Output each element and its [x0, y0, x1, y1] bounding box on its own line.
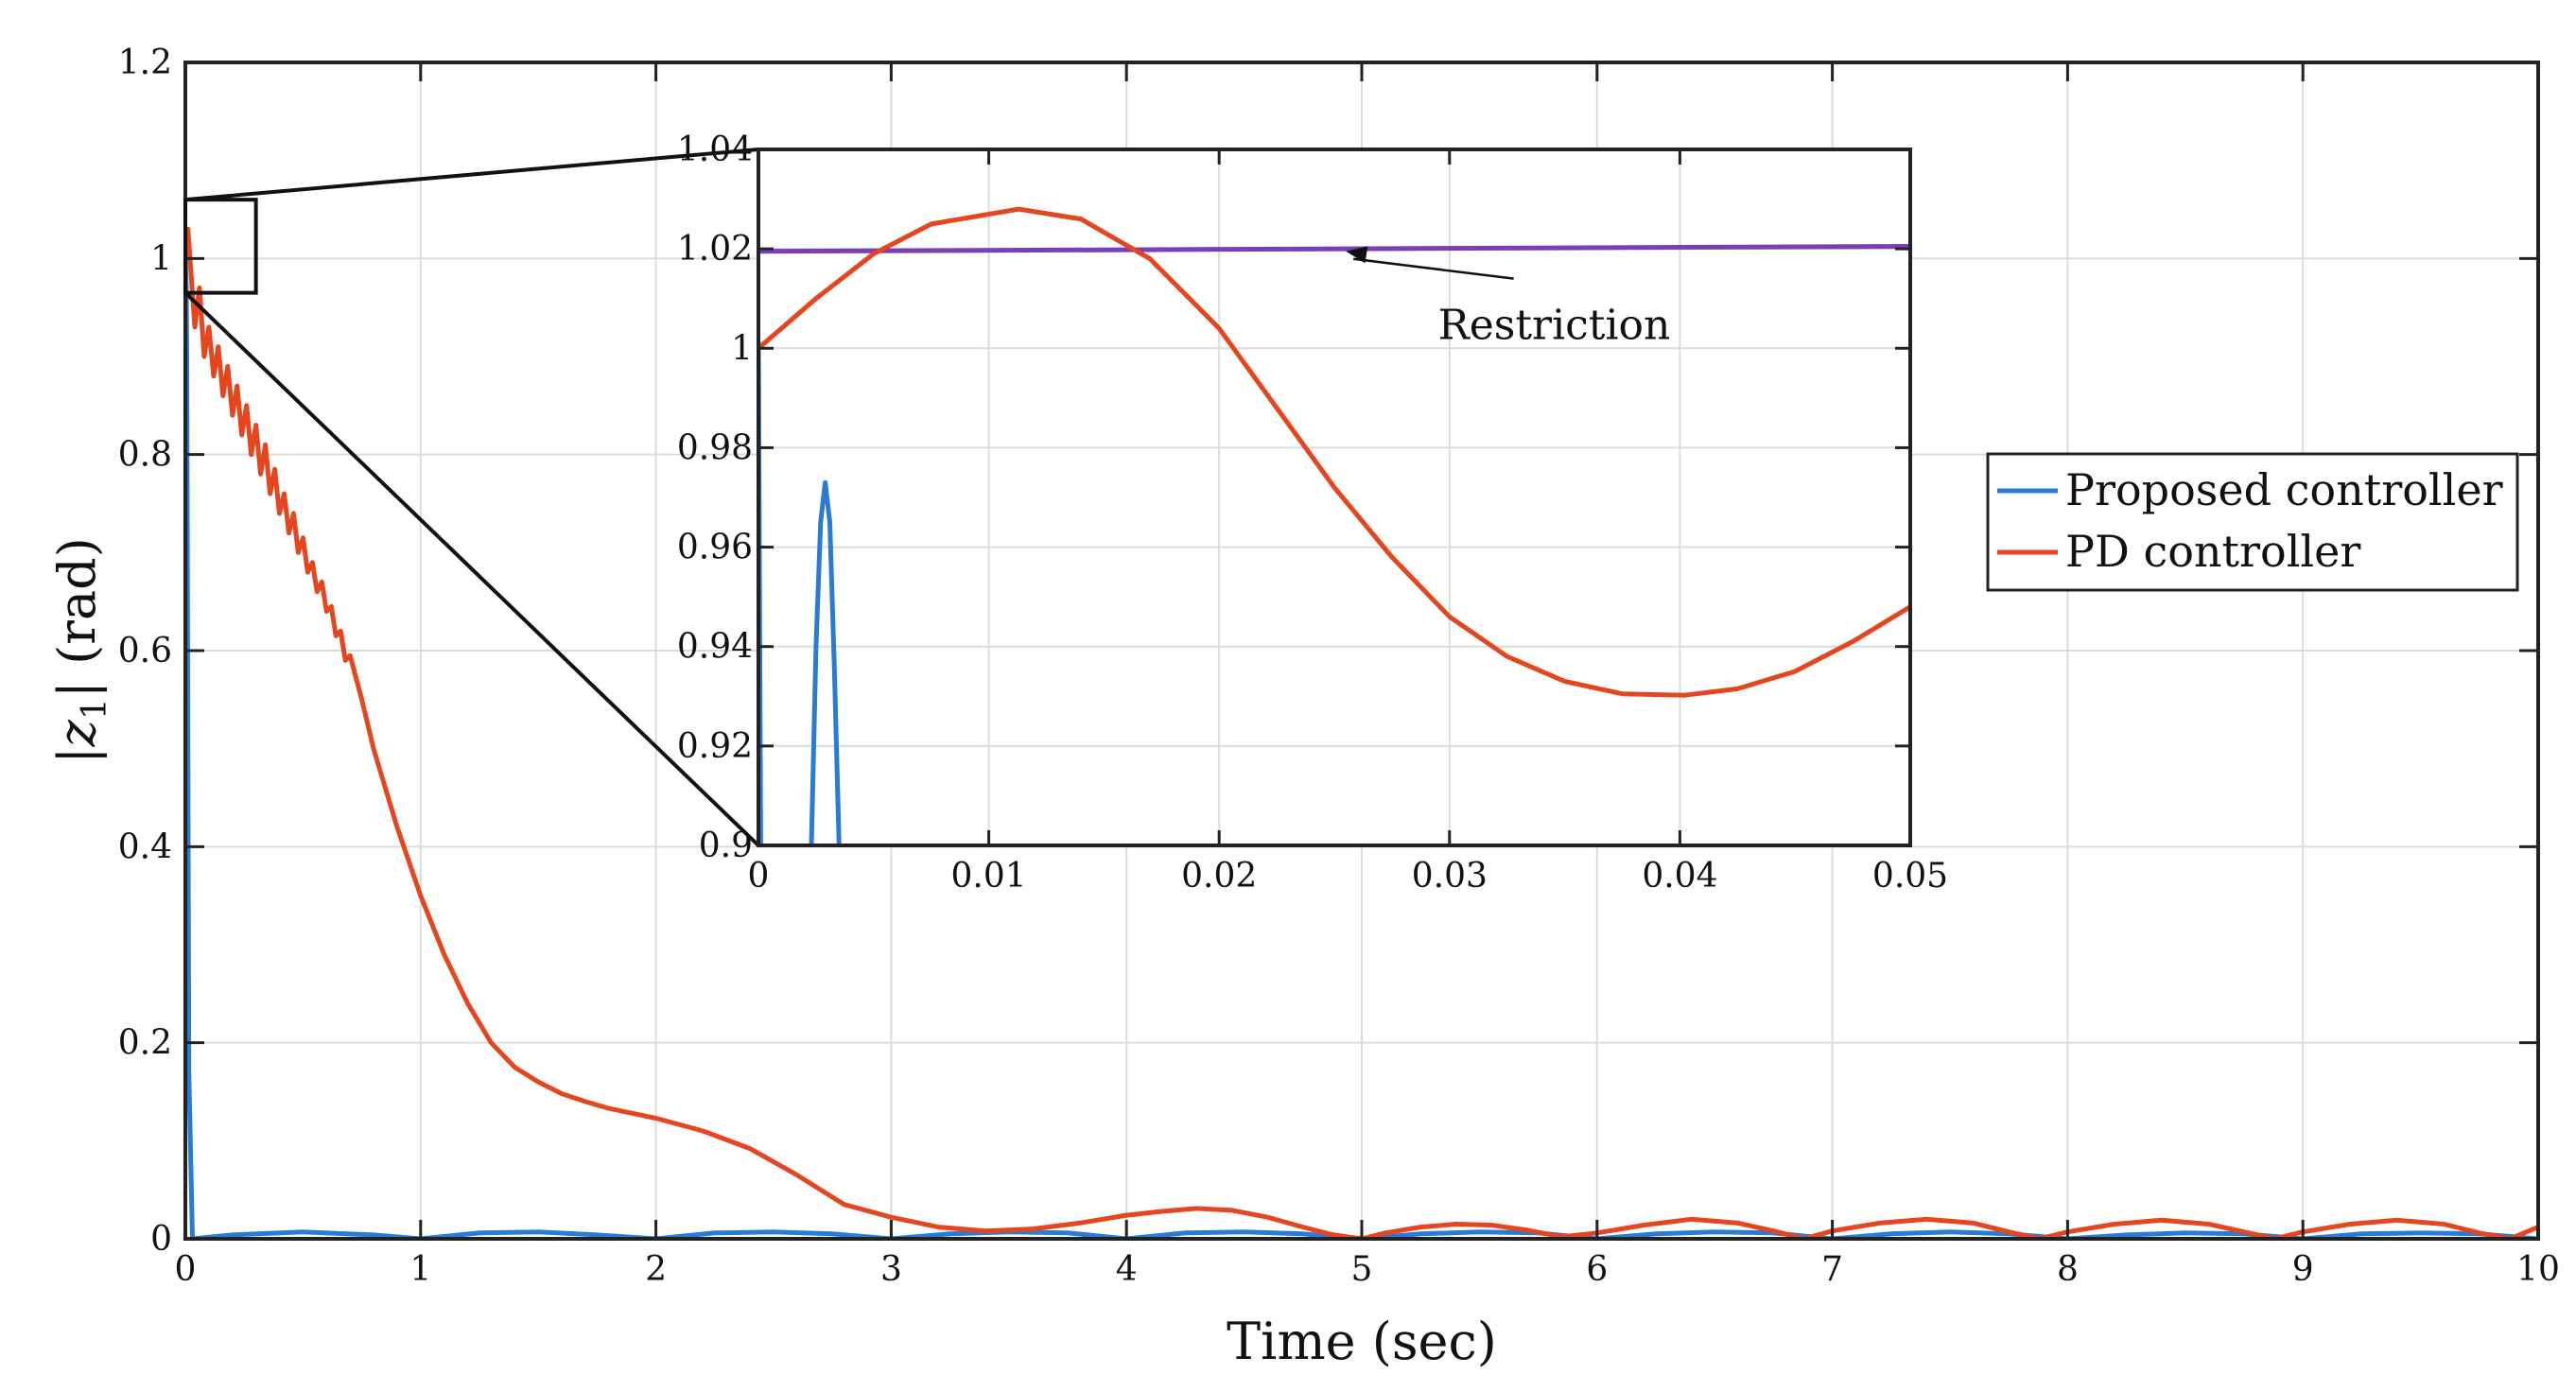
x-tick-label: 4 — [1116, 1250, 1138, 1289]
y-axis-title-text: |z1| (rad) — [47, 537, 114, 764]
legend-box — [1986, 452, 2519, 592]
y-tick-label: 0.98 — [677, 428, 753, 467]
inset-background — [758, 149, 1910, 845]
series-line-pd-controller — [185, 226, 2538, 1239]
x-tick-label: 3 — [880, 1250, 902, 1289]
y-tick-label: 0.94 — [677, 628, 753, 667]
y-tick-label: 0.96 — [677, 529, 753, 567]
x-tick-label: 0.05 — [1872, 857, 1948, 896]
restriction-arrow-head — [1346, 246, 1368, 264]
legend-label-proposed: Proposed controller — [2065, 464, 2503, 515]
series-line-proposed-controller-bump — [809, 479, 842, 845]
y-tick-label: 1.2 — [118, 44, 172, 82]
series-line-pd-controller — [758, 206, 1910, 698]
main-axes-box — [183, 61, 2540, 1241]
inset-ticks: 0 0.01 0.02 0.03 0.04 0.05 0.9 0.92 0.94 0.96 0.98… — [677, 130, 1948, 896]
series-line-proposed-controller — [185, 255, 2538, 1239]
restriction-annotation: Restriction — [1346, 246, 1671, 350]
zoom-connector-top — [184, 148, 759, 202]
x-axis-title: Time (sec) — [1227, 1312, 1497, 1371]
zoom-box — [183, 198, 258, 295]
x-tick-label: 0.03 — [1412, 857, 1488, 896]
restriction-arrow — [1353, 257, 1514, 280]
x-tick-label: 0.02 — [1181, 857, 1257, 896]
y-tick-label: 1.04 — [677, 130, 753, 169]
x-tick-label: 5 — [1351, 1250, 1373, 1289]
x-tick-label: 6 — [1586, 1250, 1608, 1289]
y-tick-label: 1 — [731, 329, 753, 368]
inset-chart: 0 0.01 0.02 0.03 0.04 0.05 0.9 0.92 0.94 0.96 0.98… — [677, 130, 1948, 896]
main-series-group — [185, 226, 2538, 1239]
y-axis-title-main: |z — [47, 720, 107, 764]
x-tick-label: 2 — [645, 1250, 667, 1289]
y-axis-title-subscript: 1 — [76, 698, 114, 720]
x-tick-label: 0.04 — [1642, 857, 1717, 896]
y-tick-label: 0.92 — [677, 727, 753, 766]
main-plot-area — [185, 226, 2538, 1239]
x-tick-label: 1 — [409, 1250, 431, 1289]
y-tick-label: 0.6 — [118, 632, 172, 670]
x-tick-label: 9 — [2292, 1250, 2314, 1289]
legend: Proposed controller PD controller — [1986, 452, 2519, 592]
y-tick-label: 1.02 — [677, 230, 753, 269]
y-tick-label: 0.4 — [118, 827, 172, 866]
y-tick-label: 0.2 — [118, 1024, 172, 1063]
x-tick-label: 0 — [175, 1250, 197, 1289]
restriction-label: Restriction — [1438, 302, 1671, 350]
y-axis-title-rest: | (rad) — [47, 537, 107, 698]
zoom-indicator — [183, 148, 760, 847]
x-tick-label: 8 — [2057, 1250, 2079, 1289]
y-tick-label: 0 — [150, 1220, 172, 1259]
legend-label-pd: PD controller — [2065, 526, 2360, 577]
zoom-connector-bottom — [183, 291, 760, 847]
x-tick-label: 0.01 — [951, 857, 1027, 896]
inset-axes-box — [757, 148, 1912, 847]
x-tick-label: 7 — [1821, 1250, 1843, 1289]
y-axis-title: |z1| (rad) — [47, 537, 114, 764]
y-tick-label: 0.8 — [118, 436, 172, 475]
y-tick-label: 0.9 — [699, 826, 753, 865]
y-tick-label: 1 — [150, 239, 172, 278]
series-line-restriction — [758, 244, 1910, 254]
x-tick-label: 0 — [748, 857, 770, 896]
x-tick-label: 10 — [2516, 1250, 2560, 1289]
